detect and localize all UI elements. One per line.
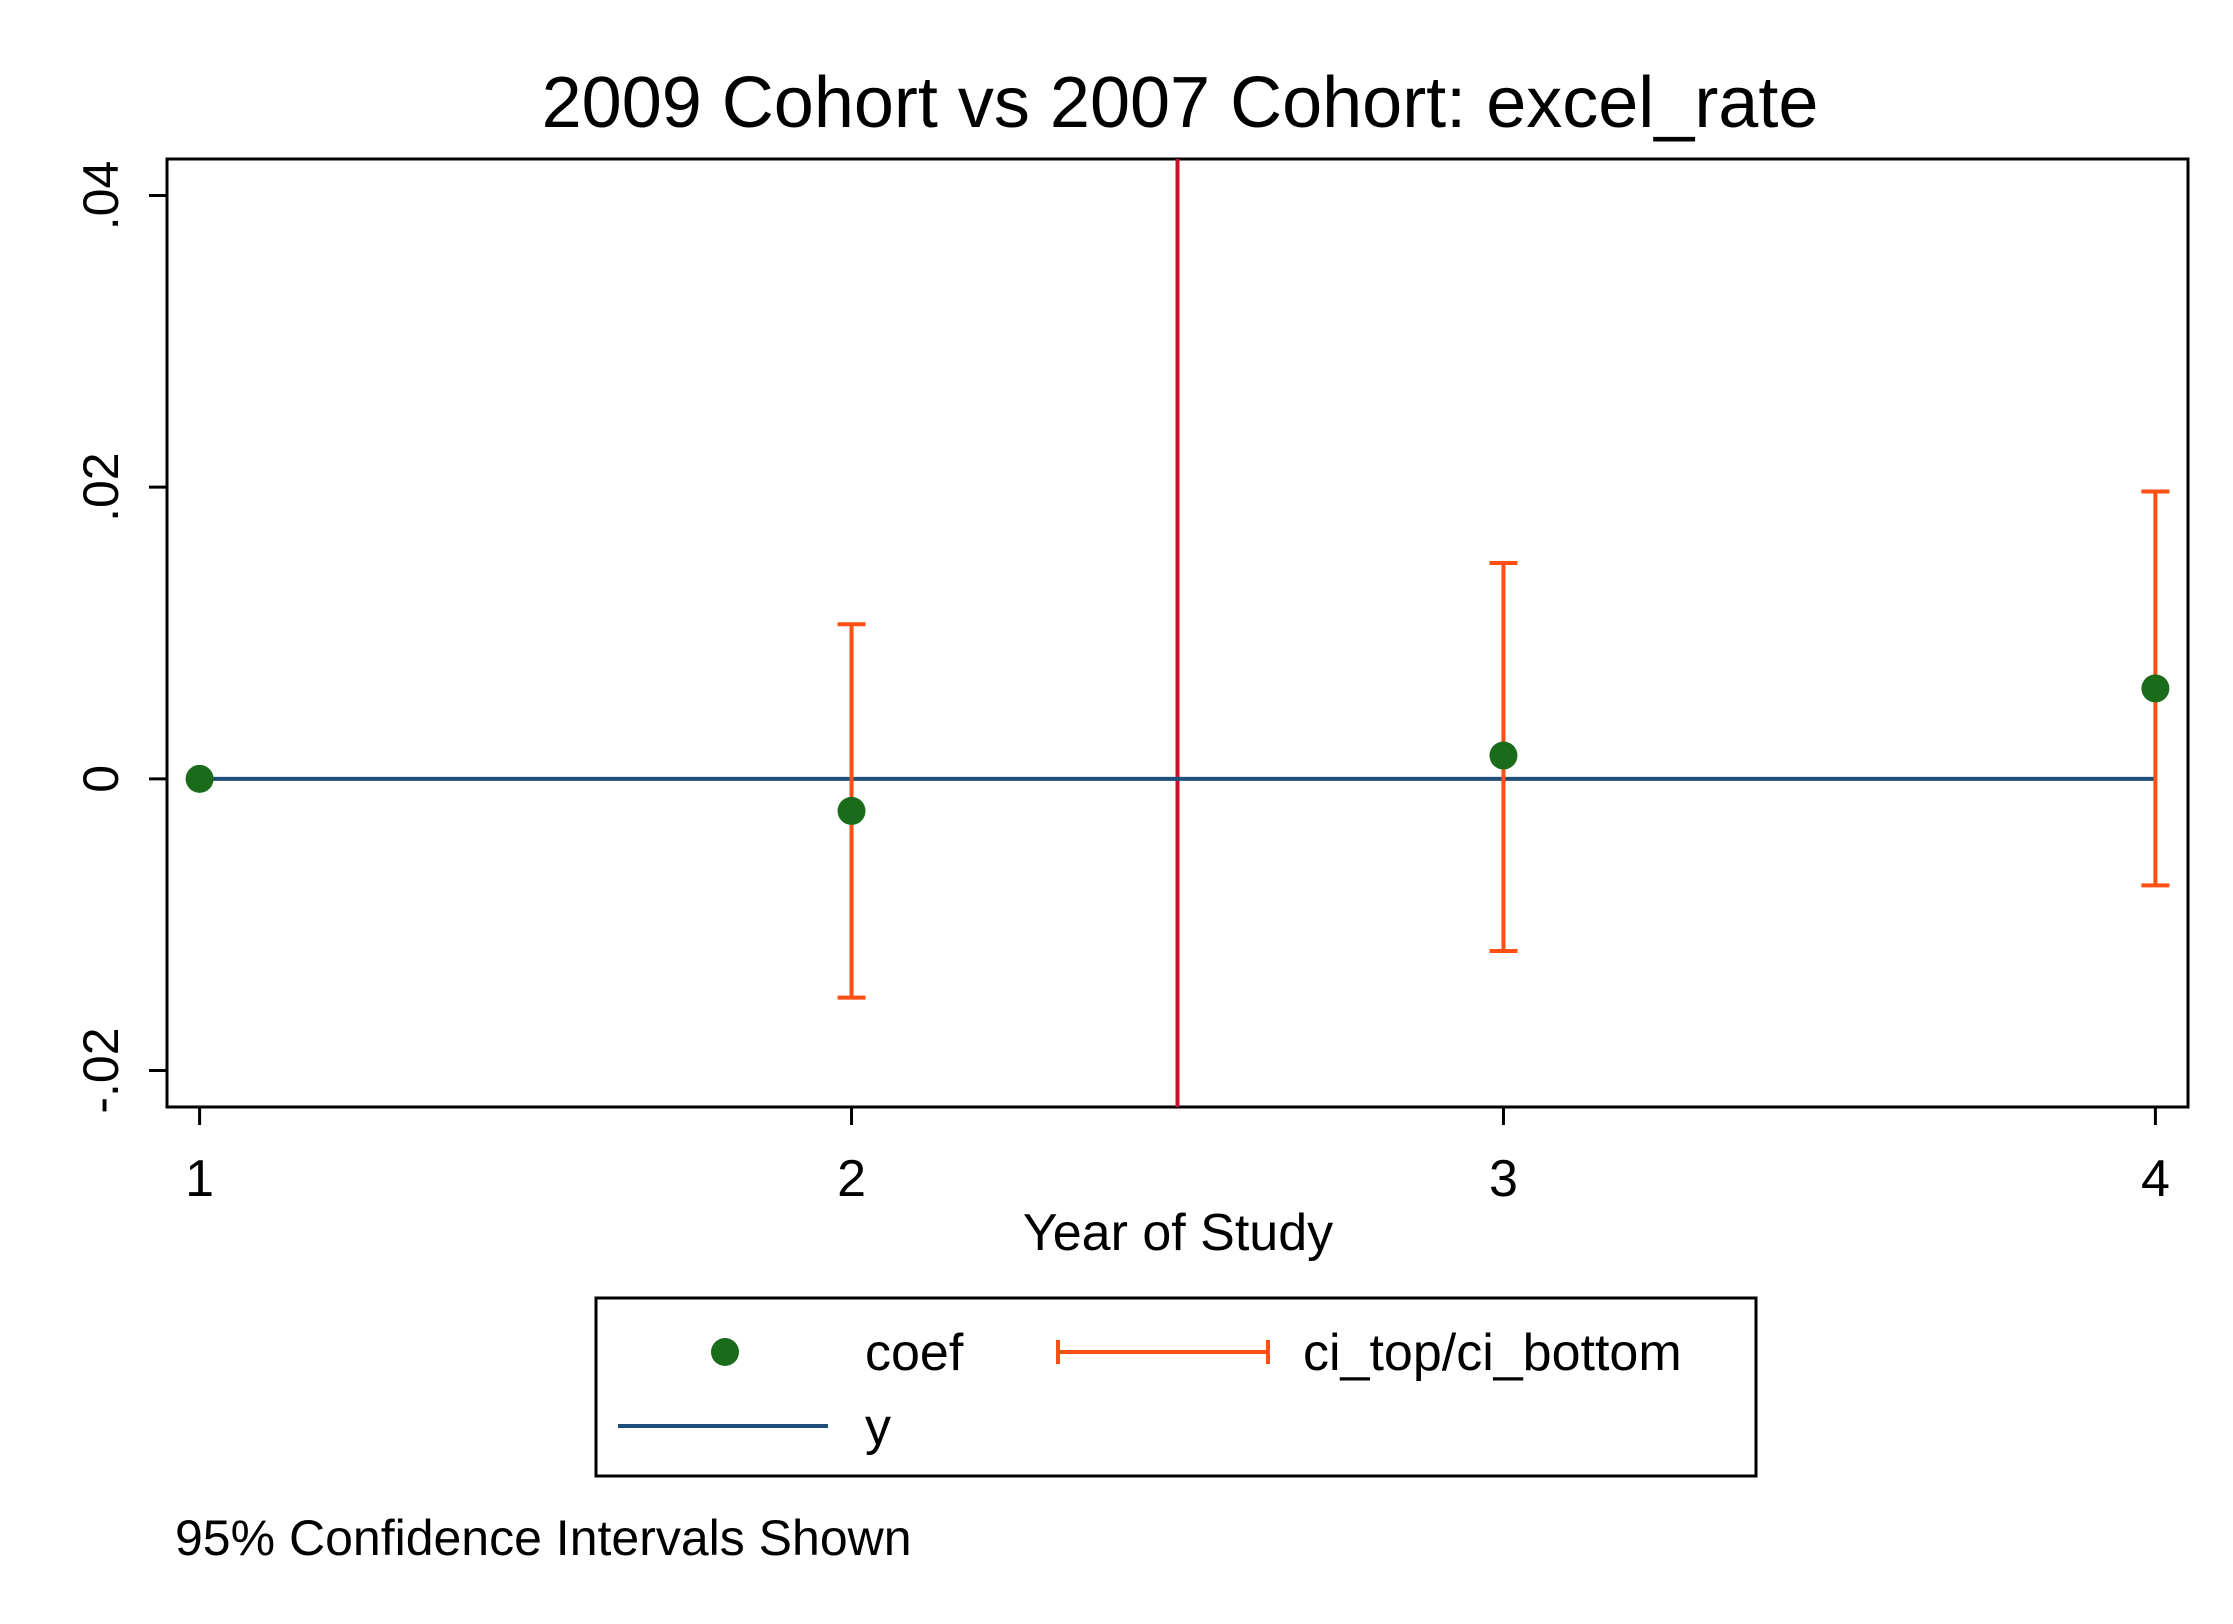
chart-note: 95% Confidence Intervals Shown xyxy=(175,1510,912,1566)
legend-label-coef: coef xyxy=(865,1324,964,1382)
x-tick-label: 1 xyxy=(185,1150,214,1208)
x-axis-title: Year of Study xyxy=(1023,1204,1333,1262)
coef-point xyxy=(1489,741,1518,770)
y-tick-label: .02 xyxy=(73,452,129,522)
legend-key-coef xyxy=(711,1338,739,1366)
coef-point xyxy=(185,764,214,793)
legend-frame xyxy=(594,1296,1758,1478)
y-axis: -.02 0 .02 .04 xyxy=(73,161,167,1114)
coef-point xyxy=(837,796,866,825)
plot-marks xyxy=(185,159,2170,1107)
y-tick-label: -.02 xyxy=(73,1027,129,1113)
y-tick-label: 0 xyxy=(73,765,129,793)
x-tick-label: 3 xyxy=(1489,1150,1518,1208)
legend-label-ci: ci_top/ci_bottom xyxy=(1303,1324,1682,1382)
legend-label-y: y xyxy=(865,1398,891,1456)
coef-point xyxy=(2141,674,2170,703)
y-tick-label: .04 xyxy=(73,161,129,231)
x-tick-label: 2 xyxy=(837,1150,866,1208)
x-tick-label: 4 xyxy=(2141,1150,2170,1208)
chart-title: 2009 Cohort vs 2007 Cohort: excel_rate xyxy=(542,63,1819,143)
x-axis: 1 2 3 4 xyxy=(185,1107,2170,1208)
